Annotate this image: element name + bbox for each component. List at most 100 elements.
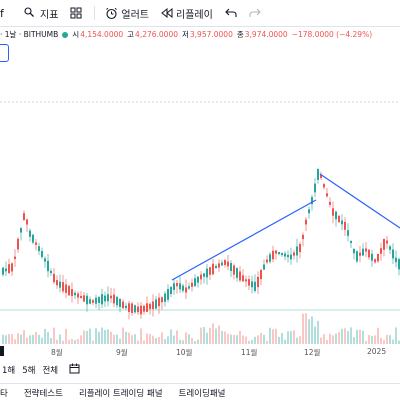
volume-bar	[323, 334, 325, 344]
volume-bar	[44, 328, 46, 344]
candle-body	[311, 197, 313, 205]
time-label-dec: 12월	[304, 348, 321, 357]
candle-body	[242, 275, 244, 282]
volume-bar	[122, 327, 124, 344]
tab-replay-trading[interactable]: 리플레이 트레이딩 패널	[78, 388, 163, 399]
volume-bar	[302, 313, 304, 344]
candle-body	[245, 279, 247, 282]
candle-body	[143, 305, 145, 312]
svg-text:f: f	[0, 7, 5, 20]
volume-bar	[314, 326, 316, 344]
alert-button[interactable]: 얼러트	[105, 6, 149, 21]
tab-trading-panel[interactable]: 트레이딩패널	[178, 388, 226, 399]
candle-body	[200, 274, 202, 280]
volume-bar	[59, 334, 61, 344]
volume-bar	[23, 330, 25, 344]
volume-bar	[338, 332, 340, 344]
symbol-text[interactable]: · 1날 · BITHUMB	[0, 30, 59, 39]
candle-body	[92, 300, 94, 303]
range-1y-button[interactable]: 1해	[2, 366, 16, 376]
indicators-button[interactable]: 지표	[24, 6, 58, 21]
candle-body	[80, 295, 82, 299]
volume-bar	[398, 340, 400, 344]
volume-bar	[248, 340, 250, 344]
volume-bar	[17, 333, 19, 344]
candle-body	[272, 250, 274, 260]
tab-strategy-tester[interactable]: 전략테스트	[23, 388, 63, 399]
price-chart[interactable]	[0, 62, 400, 344]
volume-bar	[134, 334, 136, 344]
candle-body	[95, 297, 97, 304]
time-axis-marker	[0, 346, 4, 356]
tab-partial[interactable]: 타	[0, 388, 8, 399]
candle-body	[35, 242, 37, 245]
undo-button[interactable]	[225, 8, 237, 18]
range-5y-button[interactable]: 5해	[22, 366, 36, 376]
volume-bar	[278, 336, 280, 344]
candle-body	[74, 292, 76, 296]
indicators-label: 지표	[40, 9, 59, 21]
volume-bar	[296, 337, 298, 344]
volume-bars	[2, 313, 400, 344]
volume-bar	[236, 335, 238, 344]
candle-body	[284, 253, 286, 257]
range-all-button[interactable]: 전체	[42, 366, 59, 376]
candle-body	[32, 234, 34, 243]
volume-bar	[149, 334, 151, 344]
candle-body	[251, 281, 253, 288]
volume-bar	[74, 340, 76, 344]
candle-body	[218, 263, 220, 268]
volume-bar	[209, 327, 211, 344]
volume-bar	[227, 333, 229, 344]
volume-bar	[272, 329, 274, 344]
candle-body	[185, 287, 187, 293]
low-label: 저	[182, 30, 189, 39]
candle-body	[353, 248, 355, 254]
indicators-icon	[24, 6, 34, 17]
candle-body	[20, 228, 22, 233]
volume-bar	[233, 334, 235, 344]
volume-bar	[191, 337, 193, 344]
candle-body	[308, 209, 310, 214]
volume-bar	[32, 334, 34, 344]
candle-body	[59, 281, 61, 288]
candle-body	[140, 305, 142, 315]
candle-body	[290, 254, 292, 260]
volume-bar	[170, 329, 172, 344]
volume-bar	[377, 327, 379, 344]
templates-button[interactable]	[70, 7, 82, 19]
volume-bar	[395, 327, 397, 344]
candle-body	[317, 169, 319, 180]
legend-collapse-button[interactable]	[0, 44, 9, 62]
candle-body	[356, 251, 358, 262]
candle-body	[266, 259, 268, 263]
trendline-up[interactable]	[171, 199, 317, 281]
candle-body	[221, 262, 223, 266]
candle-body	[29, 230, 31, 237]
volume-bar	[92, 340, 94, 344]
candle-body	[269, 254, 271, 262]
replay-button[interactable]: 리플레이	[161, 6, 213, 21]
volume-bar	[380, 337, 382, 344]
candle-body	[68, 285, 70, 296]
candle-body	[254, 281, 256, 291]
volume-bar	[107, 329, 109, 344]
open-value: 4,154.0000	[80, 30, 124, 39]
volume-bar	[113, 334, 115, 344]
change-value: −178.0000 (−4.29%)	[291, 30, 373, 39]
volume-bar	[353, 337, 355, 344]
candle-body	[197, 276, 199, 283]
alarm-clock-icon	[106, 7, 118, 19]
candle-body	[146, 303, 148, 312]
redo-button[interactable]	[249, 8, 261, 18]
volume-bar	[185, 332, 187, 344]
candle-body	[281, 252, 283, 256]
candle-body	[362, 248, 364, 256]
candle-body	[17, 238, 19, 250]
candle-body	[323, 184, 325, 188]
calendar-button[interactable]	[69, 363, 80, 377]
ohlc-legend: · 1날 · BITHUMB 시 4,154.0000 고 4,276.0000 저…	[0, 29, 372, 40]
fx-indicator-button[interactable]: f	[0, 6, 12, 20]
volume-bar	[242, 335, 244, 344]
trendline-down[interactable]	[319, 173, 400, 229]
